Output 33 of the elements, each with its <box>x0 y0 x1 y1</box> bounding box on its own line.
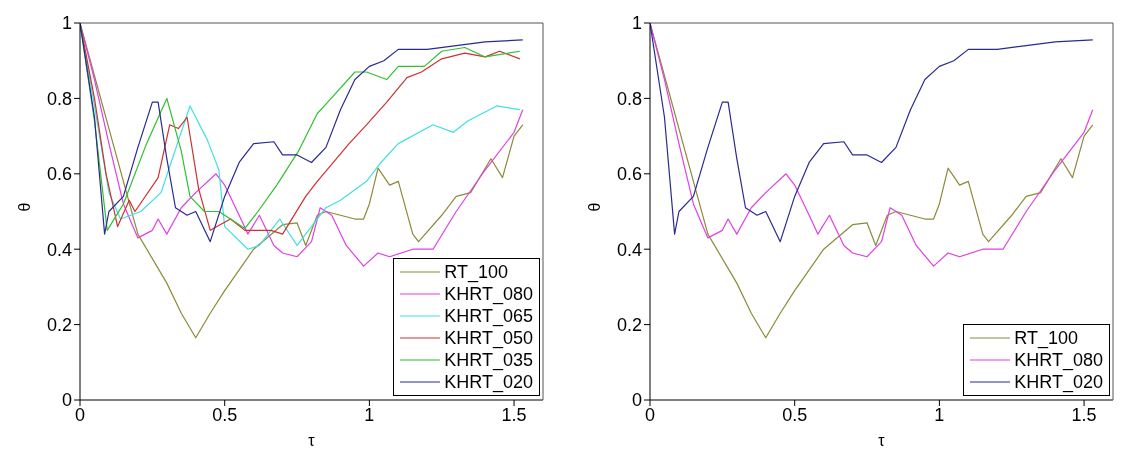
legend-label: KHRT_020 <box>1014 371 1103 393</box>
legend-label: RT_100 <box>444 261 508 283</box>
x-tick-label: 0.5 <box>212 404 238 425</box>
y-axis-title: θ <box>585 202 603 212</box>
legend-label: KHRT_080 <box>1014 349 1103 371</box>
x-tick-label: 0.5 <box>782 404 808 425</box>
x-axis-title: τ <box>878 432 886 449</box>
x-tick-label: 0 <box>644 404 656 425</box>
y-tick-label: 0.6 <box>616 164 642 185</box>
legend-label: KHRT_065 <box>444 305 533 327</box>
y-tick-label: 0.2 <box>46 314 72 335</box>
x-tick-label: 1.5 <box>1071 404 1097 425</box>
legend-label: KHRT_035 <box>444 349 533 371</box>
y-tick-label: 0.4 <box>616 239 642 260</box>
y-tick-label: 0.2 <box>616 314 642 335</box>
y-tick-label: 0.8 <box>616 88 642 109</box>
y-tick-label: 1 <box>61 13 72 34</box>
legend-label: KHRT_080 <box>444 283 533 305</box>
x-tick-label: 0 <box>74 404 86 425</box>
legend-label: KHRT_020 <box>444 371 533 393</box>
y-tick-label: 0 <box>631 390 642 411</box>
y-tick-label: 0 <box>61 390 72 411</box>
x-axis-title: τ <box>308 432 316 449</box>
x-tick-label: 1.5 <box>501 404 527 425</box>
x-tick-label: 1 <box>364 404 375 425</box>
legend-label: KHRT_050 <box>444 327 533 349</box>
legend-label: RT_100 <box>1014 327 1078 349</box>
y-tick-label: 0.6 <box>46 164 72 185</box>
x-tick-label: 1 <box>934 404 945 425</box>
y-axis-title: θ <box>15 202 33 212</box>
y-tick-label: 0.8 <box>46 88 72 109</box>
y-tick-label: 0.4 <box>46 239 72 260</box>
y-tick-label: 1 <box>631 13 642 34</box>
